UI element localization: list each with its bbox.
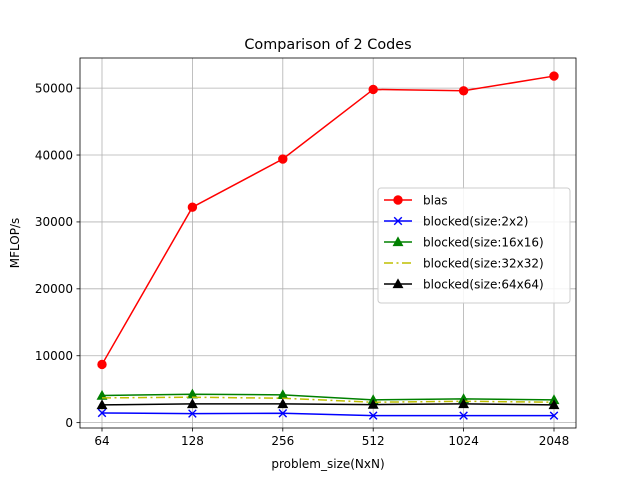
legend-label: blocked(size:16x16) <box>423 236 544 250</box>
x-tick-label: 128 <box>181 434 204 448</box>
legend-marker <box>393 216 403 226</box>
legend-item: blocked(size:16x16) <box>384 236 544 250</box>
ticks: 64 128 256 512 1024 2048 0 10000 20000 30000 40000… <box>35 81 569 448</box>
data-point <box>97 359 107 370</box>
data-point <box>96 399 108 410</box>
chart-title: Comparison of 2 Codes <box>244 37 411 53</box>
series-blas <box>97 71 559 370</box>
series-blocked(size:2x2) <box>97 408 559 420</box>
legend: blas blocked(size:2x2) blocked(size:16x16)… <box>377 187 571 304</box>
x-tick-label: 1024 <box>448 434 479 448</box>
series-blocked(size:64x64) <box>96 398 560 410</box>
data-point <box>548 399 560 410</box>
legend-box <box>377 187 571 304</box>
series-line <box>101 403 555 406</box>
legend-marker <box>393 195 403 205</box>
y-tick-label: 0 <box>65 416 73 430</box>
series-blocked(size:32x32) <box>101 396 555 403</box>
data-point <box>277 398 289 409</box>
x-axis-label: problem_size(NxN) <box>271 457 384 471</box>
legend-label: blocked(size:64x64) <box>423 278 544 292</box>
data-point <box>549 411 559 420</box>
series-line <box>101 396 555 403</box>
data-point <box>549 71 559 81</box>
series-layer <box>96 71 560 420</box>
data-point <box>459 411 468 420</box>
series-line <box>101 393 555 401</box>
data-point <box>188 409 197 418</box>
legend-label: blas <box>423 194 448 208</box>
legend-item: blocked(size:2x2) <box>384 215 528 229</box>
y-tick-label: 10000 <box>35 349 73 363</box>
data-point <box>278 154 288 164</box>
data-point <box>186 398 198 409</box>
data-point <box>278 408 288 418</box>
data-point <box>368 411 378 420</box>
data-point <box>187 202 198 212</box>
legend-marker <box>392 278 404 289</box>
x-tick-label: 2048 <box>539 434 570 448</box>
data-point <box>367 398 379 409</box>
y-tick-label: 20000 <box>35 282 73 296</box>
x-tick-label: 64 <box>94 434 109 448</box>
legend-label: blocked(size:2x2) <box>423 215 528 229</box>
axes-frame <box>79 57 577 429</box>
data-point <box>97 408 107 418</box>
legend-item: blocked(size:32x32) <box>384 257 544 271</box>
y-tick-label: 30000 <box>35 215 73 229</box>
legend-item: blas <box>384 194 448 208</box>
legend-label: blocked(size:32x32) <box>423 257 544 271</box>
y-axis-label: MFLOP/s <box>8 218 22 269</box>
data-point <box>368 84 378 95</box>
x-tick-label: 512 <box>362 434 385 448</box>
y-tick-label: 40000 <box>35 148 73 162</box>
data-point <box>458 398 470 409</box>
data-point <box>458 86 469 96</box>
legend-item: blocked(size:64x64) <box>384 278 544 292</box>
legend-marker <box>392 236 404 247</box>
series-line <box>101 412 554 417</box>
series-line <box>101 75 555 365</box>
y-tick-label: 50000 <box>35 81 73 95</box>
x-tick-label: 256 <box>271 434 294 448</box>
